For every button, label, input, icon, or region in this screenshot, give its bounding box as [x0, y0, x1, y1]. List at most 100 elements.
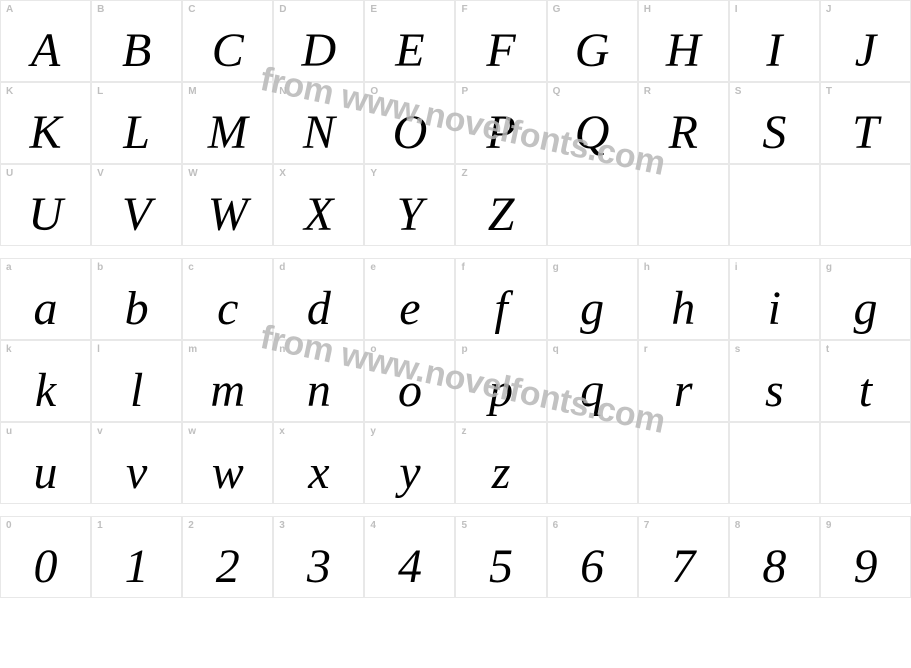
glyph-cell [729, 164, 820, 246]
glyph-block-digits: 00112233445566778899 [0, 516, 911, 598]
glyph-cell: 66 [547, 516, 638, 598]
cell-glyph: F [456, 27, 545, 75]
cell-label: H [644, 4, 652, 15]
cell-glyph: W [183, 191, 272, 239]
glyph-cell: UU [0, 164, 91, 246]
cell-label: K [6, 86, 14, 97]
cell-glyph: 3 [274, 543, 363, 591]
glyph-cell: zz [455, 422, 546, 504]
cell-label: 8 [735, 520, 741, 531]
cell-label: E [370, 4, 377, 15]
cell-label: e [370, 262, 376, 273]
cell-glyph: x [274, 449, 363, 497]
cell-glyph: S [730, 109, 819, 157]
glyph-cell: XX [273, 164, 364, 246]
cell-glyph: L [92, 109, 181, 157]
cell-glyph: R [639, 109, 728, 157]
glyph-cell: 77 [638, 516, 729, 598]
cell-label: l [97, 344, 100, 355]
glyph-cell: bb [91, 258, 182, 340]
cell-label: v [97, 426, 103, 437]
cell-glyph: l [92, 367, 181, 415]
cell-glyph: 2 [183, 543, 272, 591]
cell-label: 2 [188, 520, 194, 531]
cell-glyph: P [456, 109, 545, 157]
glyph-cell [638, 422, 729, 504]
glyph-cell: xx [273, 422, 364, 504]
cell-glyph: I [730, 27, 819, 75]
cell-glyph: Y [365, 191, 454, 239]
cell-glyph: B [92, 27, 181, 75]
glyph-cell: uu [0, 422, 91, 504]
cell-glyph: 5 [456, 543, 545, 591]
glyph-cell [820, 164, 911, 246]
cell-glyph: s [730, 367, 819, 415]
glyph-cell: dd [273, 258, 364, 340]
cell-label: i [735, 262, 738, 273]
glyph-cell: yy [364, 422, 455, 504]
glyph-cell: hh [638, 258, 729, 340]
glyph-cell: aa [0, 258, 91, 340]
cell-label: h [644, 262, 650, 273]
glyph-cell: ww [182, 422, 273, 504]
glyph-cell: ff [455, 258, 546, 340]
cell-label: 1 [97, 520, 103, 531]
glyph-cell: ZZ [455, 164, 546, 246]
glyph-cell: gg [547, 258, 638, 340]
glyph-cell: VV [91, 164, 182, 246]
cell-label: 0 [6, 520, 12, 531]
glyph-cell: MM [182, 82, 273, 164]
cell-label: w [188, 426, 196, 437]
cell-glyph: U [1, 191, 90, 239]
cell-label: B [97, 4, 105, 15]
cell-glyph: v [92, 449, 181, 497]
cell-label: y [370, 426, 376, 437]
cell-glyph: Q [548, 109, 637, 157]
glyph-cell: nn [273, 340, 364, 422]
cell-label: n [279, 344, 285, 355]
cell-label: R [644, 86, 652, 97]
cell-label: F [461, 4, 467, 15]
glyph-block-uppercase: AABBCCDDEEFFGGHHIIJJKKLLMMNNOOPPQQRRSSTT… [0, 0, 911, 246]
cell-label: W [188, 168, 198, 179]
cell-label: z [461, 426, 466, 437]
glyph-cell: gg [820, 258, 911, 340]
cell-label: C [188, 4, 196, 15]
cell-label: o [370, 344, 376, 355]
glyph-cell: FF [455, 0, 546, 82]
glyph-cell: DD [273, 0, 364, 82]
cell-glyph: a [1, 285, 90, 333]
cell-label: b [97, 262, 103, 273]
cell-glyph: V [92, 191, 181, 239]
glyph-cell [638, 164, 729, 246]
cell-label: s [735, 344, 741, 355]
glyph-cell: KK [0, 82, 91, 164]
glyph-cell [547, 164, 638, 246]
cell-label: N [279, 86, 287, 97]
glyph-cell: qq [547, 340, 638, 422]
cell-glyph: e [365, 285, 454, 333]
cell-glyph: m [183, 367, 272, 415]
cell-label: Z [461, 168, 467, 179]
glyph-cell: 33 [273, 516, 364, 598]
glyph-cell: QQ [547, 82, 638, 164]
cell-glyph: r [639, 367, 728, 415]
cell-label: J [826, 4, 832, 15]
cell-glyph: 4 [365, 543, 454, 591]
glyph-cell: cc [182, 258, 273, 340]
cell-glyph: 7 [639, 543, 728, 591]
cell-label: G [553, 4, 561, 15]
cell-label: Q [553, 86, 561, 97]
cell-glyph: z [456, 449, 545, 497]
glyph-cell: vv [91, 422, 182, 504]
glyph-cell: JJ [820, 0, 911, 82]
cell-label: V [97, 168, 104, 179]
cell-glyph: G [548, 27, 637, 75]
cell-glyph: c [183, 285, 272, 333]
glyph-cell: pp [455, 340, 546, 422]
glyph-cell: PP [455, 82, 546, 164]
cell-glyph: d [274, 285, 363, 333]
cell-label: r [644, 344, 648, 355]
glyph-cell: BB [91, 0, 182, 82]
cell-label: x [279, 426, 285, 437]
